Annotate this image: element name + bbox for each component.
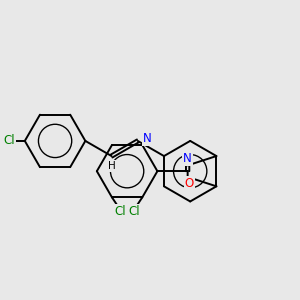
Text: H: H [108,161,116,171]
Text: Cl: Cl [128,205,140,218]
Text: Cl: Cl [115,205,126,218]
Text: O: O [184,177,194,190]
Text: N: N [183,152,192,165]
Text: Cl: Cl [3,134,15,147]
Text: N: N [143,132,152,145]
